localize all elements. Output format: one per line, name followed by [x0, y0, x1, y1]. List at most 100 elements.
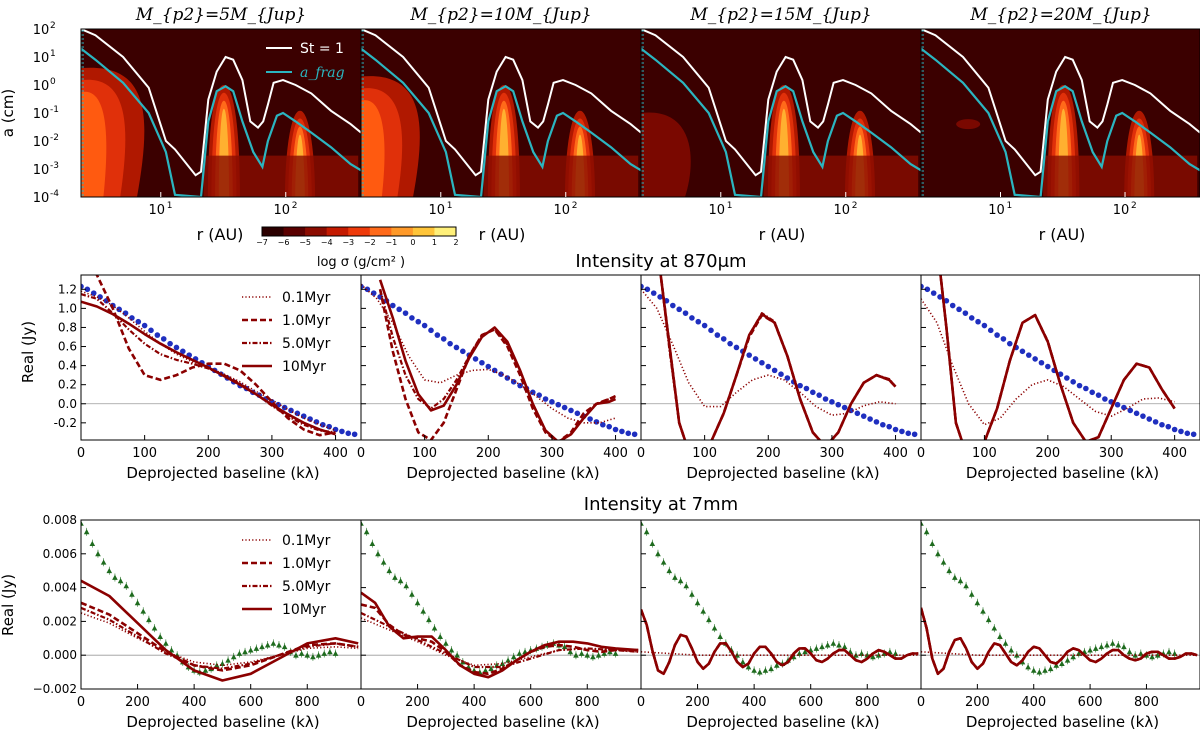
observation-point — [409, 591, 415, 597]
x-tick-exponent: 1 — [167, 201, 173, 211]
y-tick-label: 0.0 — [58, 397, 77, 411]
row3-legend: 0.1Myr 1.0Myr 5.0Myr 10Myr — [242, 533, 331, 618]
observation-point — [148, 327, 154, 334]
model-series-10myr — [378, 279, 617, 440]
observation-point — [701, 322, 708, 329]
y-tick-label: 0.8 — [58, 320, 77, 334]
observation-point — [981, 322, 988, 329]
observation-point — [600, 421, 606, 428]
observation-point — [810, 389, 816, 396]
observation-point — [363, 529, 370, 535]
observation-point — [392, 574, 398, 580]
stokes-one-line — [81, 29, 361, 177]
observation-point — [672, 574, 678, 580]
model-series-10myr — [81, 579, 359, 682]
density-map-panel: 10 1 10 2 — [920, 28, 1200, 218]
observation-point — [937, 294, 943, 300]
observation-point — [836, 642, 842, 648]
observation-point — [431, 625, 438, 631]
observation-point — [595, 652, 602, 658]
observation-point — [841, 643, 848, 650]
model-series-0-1myr — [921, 298, 1175, 426]
legend-label-st1: St = 1 — [300, 41, 344, 57]
colorbar-segment — [391, 227, 414, 236]
observation-point — [1092, 645, 1099, 651]
x-tick-label: 600 — [1078, 695, 1103, 710]
observation-point — [924, 286, 931, 293]
observation-point — [830, 640, 837, 646]
row1-xlabel-3: r (AU) — [759, 225, 806, 244]
x-tick-label: 300 — [259, 446, 284, 461]
x-tick-label: 0 — [77, 695, 85, 710]
observation-point — [759, 359, 765, 366]
observation-point — [717, 633, 723, 640]
observation-point — [454, 652, 460, 658]
x-tick-label: 0 — [637, 695, 645, 710]
observation-point — [117, 578, 124, 584]
y-tick-exponent: -1 — [50, 105, 59, 115]
observation-point — [683, 583, 690, 589]
observation-point — [677, 578, 684, 584]
observation-point — [875, 652, 882, 658]
x-tick-label: 200 — [196, 446, 221, 461]
observation-point — [1070, 379, 1076, 385]
observation-point — [650, 290, 657, 296]
observation-point — [765, 363, 772, 370]
model-series-10myr — [361, 591, 639, 679]
row2-title: Intensity at 870μm — [575, 251, 746, 272]
x-tick-label: 800 — [1134, 695, 1159, 710]
observation-point — [708, 327, 714, 334]
observation-point — [573, 652, 579, 658]
observation-point — [1178, 428, 1184, 435]
observation-point — [612, 426, 619, 433]
panel-frame — [920, 519, 1200, 690]
y-tick-label: 10 — [33, 23, 50, 38]
observation-point — [689, 315, 695, 321]
density-map-panel: 10 1 10 2 — [640, 28, 922, 218]
observation-point — [100, 559, 107, 565]
observation-point — [129, 591, 135, 597]
observation-point — [270, 640, 277, 646]
colorbar: −7 −6 −5 −4 −3 −2 −1 0 1 2 — [256, 226, 459, 247]
observation-point — [414, 600, 421, 606]
observation-point — [584, 652, 591, 658]
observation-point — [157, 633, 163, 640]
x-axis-label: Deprojected baseline (kλ) — [966, 713, 1159, 731]
observation-point — [420, 608, 427, 614]
observation-point — [460, 348, 466, 355]
observation-point — [952, 574, 958, 580]
observation-point — [962, 310, 969, 316]
dust-density-plateau — [1043, 155, 1198, 197]
observation-point — [180, 348, 186, 355]
y-tick-label: 0.4 — [58, 359, 77, 373]
observation-point — [440, 336, 447, 342]
observation-point — [1121, 404, 1127, 411]
colorbar-segment — [348, 227, 371, 236]
model-series-0-1myr — [641, 288, 896, 416]
observation-point — [980, 608, 986, 614]
observation-point — [660, 559, 667, 565]
row3-panel: 0 200 400 600 800 Deprojected baseline (kλ) — [917, 519, 1200, 731]
observation-point — [1036, 669, 1043, 675]
row3-title: Intensity at 7mm — [584, 494, 738, 515]
observation-point — [841, 404, 848, 411]
observation-point — [386, 567, 393, 574]
observation-point — [1059, 660, 1065, 667]
observation-point — [332, 426, 339, 433]
observation-point — [1019, 348, 1026, 355]
observation-point — [682, 310, 689, 316]
observation-point — [578, 650, 585, 656]
x-tick-label: 400 — [323, 446, 348, 461]
colorbar-label: log σ (g/cm² ) — [317, 255, 405, 270]
observation-point — [822, 396, 829, 402]
y-tick-label: 10 — [33, 51, 50, 66]
observation-point — [141, 322, 148, 329]
x-tick-label: 0 — [637, 446, 645, 461]
observation-point — [641, 283, 644, 290]
observation-point — [89, 540, 96, 547]
observation-point — [752, 356, 759, 362]
colorbar-tick-label: −4 — [321, 238, 333, 247]
observation-point — [956, 306, 962, 313]
x-tick-label: 10 — [833, 203, 850, 218]
